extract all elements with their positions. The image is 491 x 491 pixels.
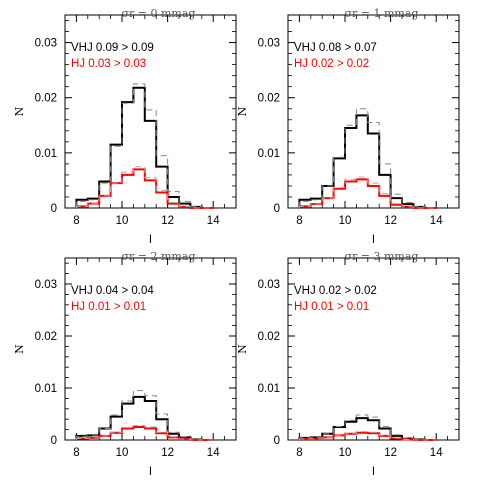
annotation-text: VHJ 0.09 > 0.09 [71,42,154,54]
x-tick-label: 12 [161,215,174,227]
histogram-series-4 [298,431,437,441]
panel-title: σr = 1 mmag [345,7,419,20]
panel-4: σr = 3 mmag 0 0.01 0.02 0.03 8 10 12 14 I N VHJ 0.0… [236,250,460,478]
histogram-series-2 [75,83,214,209]
y-tick-label: 0 [51,435,57,447]
x-tick-label: 8 [296,215,302,227]
y-axis-label: N [236,106,249,116]
y-tick-label: 0.02 [258,93,280,105]
y-tick-label: 0.02 [35,93,57,105]
x-tick-label: 14 [430,447,443,459]
x-tick-label: 12 [161,447,174,459]
panel-3: σr = 2 mmag 0 0.01 0.02 0.03 8 10 12 14 I N VHJ 0.0… [13,250,237,478]
y-tick-label: 0.01 [35,383,57,395]
y-axis-label: N [13,344,26,354]
annotation-text: HJ 0.03 > 0.03 [71,58,146,70]
plot-frame [64,14,237,209]
x-tick-label: 10 [116,447,129,459]
plot-frame [64,257,237,441]
histogram-series-3 [75,168,214,209]
y-tick-label: 0.01 [258,148,280,160]
y-tick-label: 0.03 [258,38,280,50]
annotation-text: HJ 0.01 > 0.01 [294,301,369,313]
x-tick-label: 8 [73,447,79,459]
histogram-series-1 [298,114,437,209]
y-tick-label: 0 [51,203,57,215]
y-tick-label: 0.03 [258,279,280,291]
plot-frame [287,257,460,441]
panel-1: σr = 0 mmag 0 0.01 0.02 0.03 8 10 12 14 I N VHJ 0.0… [13,7,237,246]
x-tick-label: 12 [384,215,397,227]
y-tick-label: 0.02 [258,331,280,343]
x-tick-label: 10 [116,215,129,227]
y-tick-label: 0.01 [258,383,280,395]
histogram-series-4 [75,166,214,209]
panel-title: σr = 2 mmag [122,250,196,263]
histogram-series-4 [75,424,214,441]
histogram-series-1 [75,395,214,441]
annotation-text: HJ 0.02 > 0.02 [294,58,369,70]
x-tick-label: 14 [207,215,220,227]
panel-title: σr = 0 mmag [122,7,196,20]
panel-2: σr = 1 mmag 0 0.01 0.02 0.03 8 10 12 14 I N VHJ 0.0… [236,7,460,246]
panel-title: σr = 3 mmag [345,250,419,263]
x-axis-label: I [149,234,152,246]
x-tick-label: 14 [207,447,220,459]
histogram-series-4 [298,176,437,209]
y-tick-label: 0.03 [35,38,57,50]
x-tick-label: 14 [430,215,443,227]
annotation-text: VHJ 0.02 > 0.02 [294,285,377,297]
y-tick-label: 0 [274,203,280,215]
x-tick-label: 10 [339,215,352,227]
x-tick-label: 8 [296,447,302,459]
y-tick-label: 0 [274,435,280,447]
x-axis-label: I [372,234,375,246]
y-tick-label: 0.02 [35,331,57,343]
x-tick-label: 10 [339,447,352,459]
y-tick-label: 0.01 [35,148,57,160]
annotation-text: VHJ 0.04 > 0.04 [71,285,154,297]
y-axis-label: N [13,106,26,116]
x-axis-label: I [372,466,375,478]
annotation-text: VHJ 0.08 > 0.07 [294,42,377,54]
x-tick-label: 8 [73,215,79,227]
y-tick-label: 0.03 [35,279,57,291]
x-tick-label: 12 [384,447,397,459]
x-axis-label: I [149,466,152,478]
y-axis-label: N [236,344,249,354]
plot-frame [287,14,460,209]
annotation-text: HJ 0.01 > 0.01 [71,301,146,313]
